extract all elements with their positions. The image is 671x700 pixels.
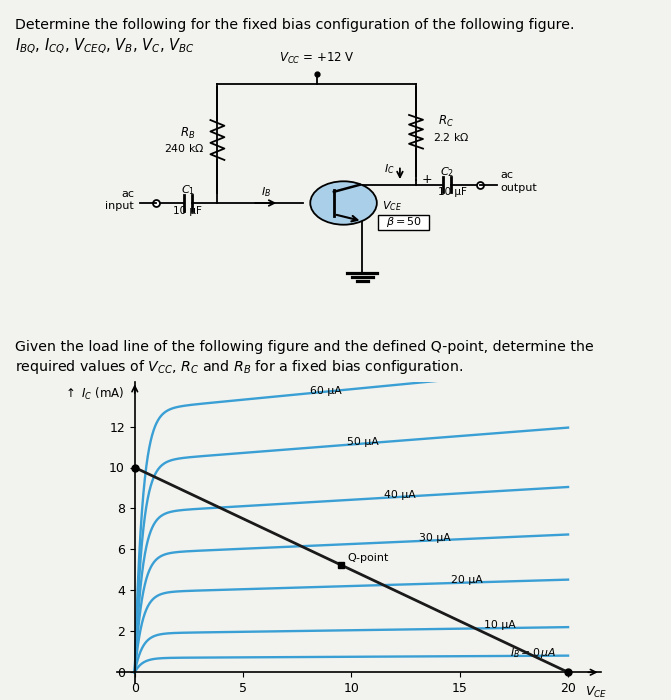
Text: $R_C$: $R_C$ bbox=[437, 114, 454, 129]
Text: output: output bbox=[501, 183, 537, 193]
Text: $I_B$: $I_B$ bbox=[260, 186, 271, 199]
Text: $V_{CE}$: $V_{CE}$ bbox=[382, 199, 402, 213]
Text: 50 µA: 50 µA bbox=[347, 438, 379, 447]
Text: $\uparrow$ $I_C$ (mA): $\uparrow$ $I_C$ (mA) bbox=[63, 386, 124, 402]
Text: 2.2 k$\Omega$: 2.2 k$\Omega$ bbox=[433, 130, 469, 143]
Text: ac: ac bbox=[121, 189, 134, 199]
Text: 60 µA: 60 µA bbox=[310, 386, 342, 396]
Text: 30 µA: 30 µA bbox=[419, 533, 450, 543]
Text: $\beta = 50$: $\beta = 50$ bbox=[386, 216, 422, 230]
Text: Given the load line of the following figure and the defined Q-point, determine t: Given the load line of the following fig… bbox=[15, 340, 594, 354]
FancyBboxPatch shape bbox=[378, 214, 429, 230]
Text: ac: ac bbox=[501, 171, 513, 181]
Text: 20 µA: 20 µA bbox=[451, 575, 483, 585]
Text: $I_{BQ}$, $I_{CQ}$, $V_{CEQ}$, $V_B$, $V_C$, $V_{BC}$: $I_{BQ}$, $I_{CQ}$, $V_{CEQ}$, $V_B$, $V… bbox=[15, 36, 195, 56]
Text: 10 µF: 10 µF bbox=[437, 188, 467, 197]
Text: required values of $V_{CC}$, $R_C$ and $R_B$ for a fixed bias configuration.: required values of $V_{CC}$, $R_C$ and $… bbox=[15, 358, 463, 377]
Circle shape bbox=[310, 181, 377, 225]
Text: $V_{CC}$ = +12 V: $V_{CC}$ = +12 V bbox=[279, 51, 354, 66]
Text: $C_2$: $C_2$ bbox=[440, 165, 454, 178]
Text: 240 k$\Omega$: 240 k$\Omega$ bbox=[164, 142, 204, 154]
Text: $+$: $+$ bbox=[421, 173, 433, 186]
Text: $I_B = 0\,\mu A$: $I_B = 0\,\mu A$ bbox=[509, 646, 556, 660]
Text: $C_1$: $C_1$ bbox=[180, 183, 195, 197]
Text: $I_C$: $I_C$ bbox=[384, 162, 395, 176]
Text: 10 µF: 10 µF bbox=[173, 206, 203, 216]
Text: Determine the following for the fixed bias configuration of the following figure: Determine the following for the fixed bi… bbox=[15, 18, 574, 32]
Text: 10 µA: 10 µA bbox=[484, 620, 515, 631]
Text: 40 µA: 40 µA bbox=[384, 490, 415, 500]
Text: input: input bbox=[105, 202, 134, 211]
Text: Q-point: Q-point bbox=[347, 553, 389, 563]
Text: $R_B$: $R_B$ bbox=[180, 125, 195, 141]
Text: $V_{CE}$: $V_{CE}$ bbox=[585, 685, 607, 699]
